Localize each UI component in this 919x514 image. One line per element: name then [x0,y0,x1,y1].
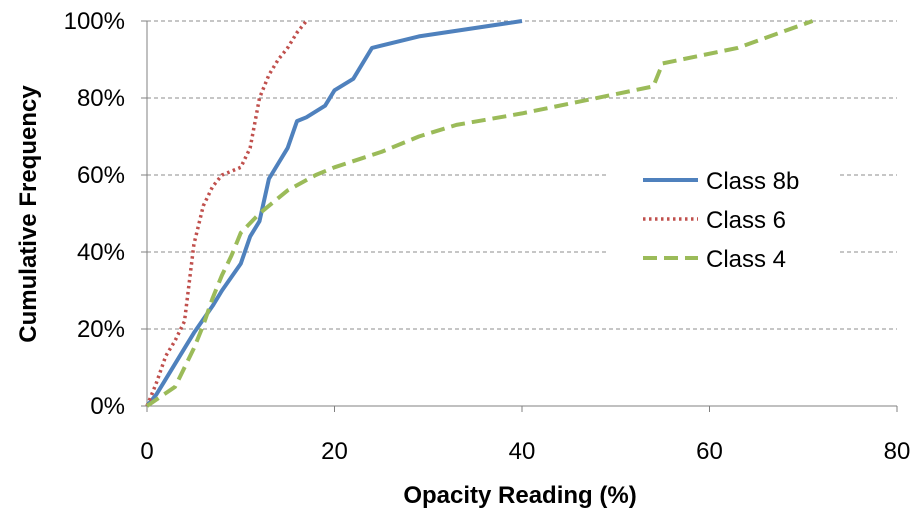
x-tick-label-2: 40 [509,438,536,465]
x-tick-label-0: 0 [140,438,153,465]
tick-labels: 0% 20% 40% 60% 80% 100% 0 20 40 60 80 [64,8,911,465]
x-tick-label-4: 80 [884,438,911,465]
legend: Class 8b Class 6 Class 4 [608,155,840,287]
y-tick-label-0: 0% [90,393,125,420]
y-tick-label-5: 100% [64,8,125,35]
x-tick-label-3: 60 [696,438,723,465]
legend-background [608,155,840,287]
legend-label-1: Class 6 [706,207,786,234]
series-line-0 [145,19,523,408]
axes [141,20,898,412]
plot-area [145,19,814,408]
y-axis-title: Cumulative Frequency [15,85,42,343]
y-tick-label-3: 60% [77,162,125,189]
x-axis-title: Opacity Reading (%) [403,482,636,509]
legend-label-2: Class 4 [706,246,786,273]
legend-label-0: Class 8b [706,168,799,195]
y-tick-label-2: 40% [77,239,125,266]
series-line-2 [145,19,814,408]
series-line-1 [145,19,308,407]
x-tick-label-1: 20 [321,438,348,465]
y-tick-label-1: 20% [77,316,125,343]
y-tick-label-4: 80% [77,85,125,112]
